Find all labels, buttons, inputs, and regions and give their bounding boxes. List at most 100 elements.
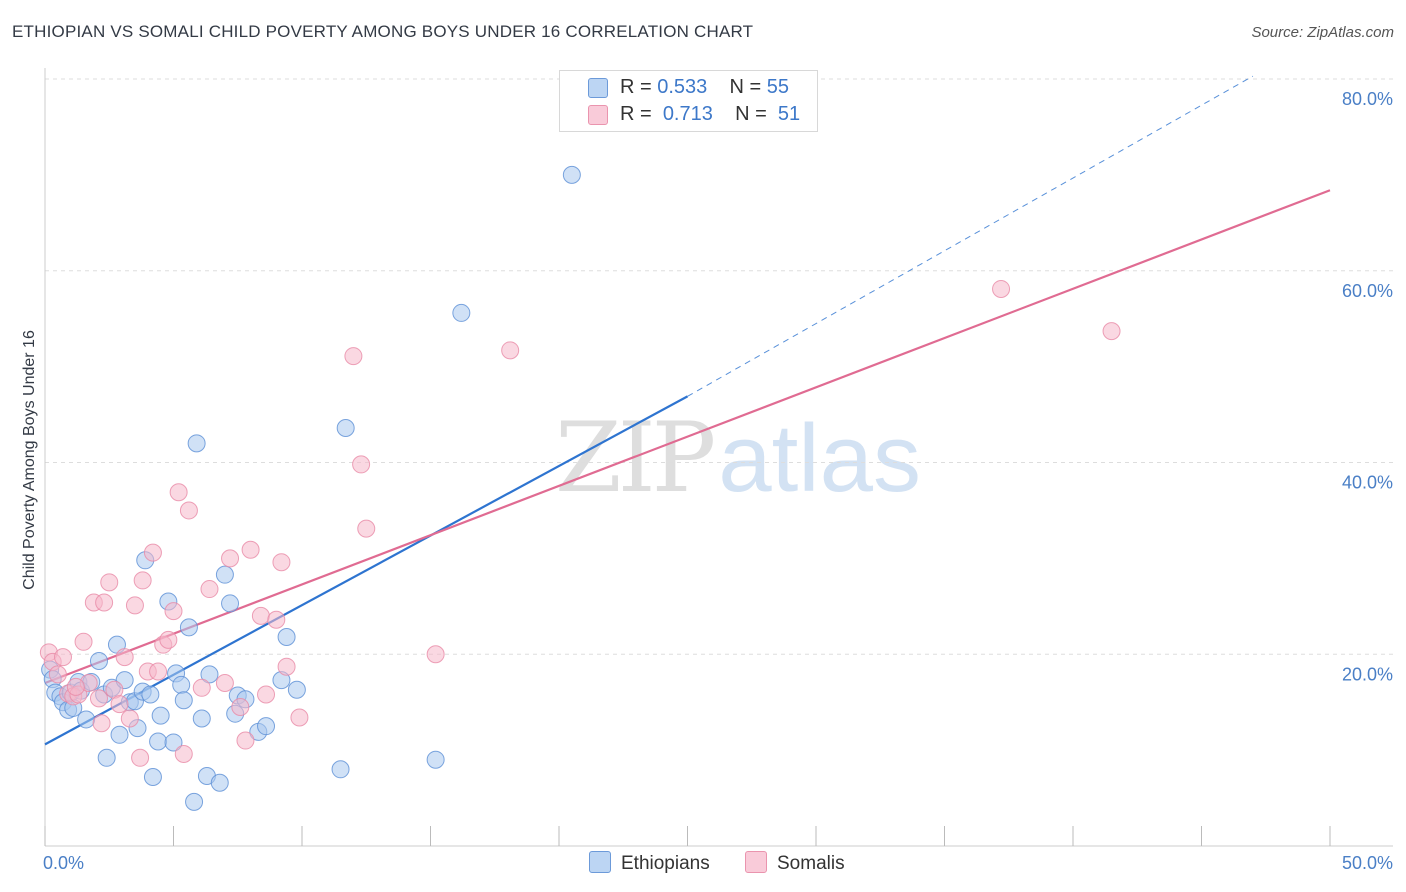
somalis-point <box>1102 322 1121 341</box>
n-label: N = <box>735 103 773 125</box>
ethiopians-point <box>210 773 229 792</box>
somalis-point <box>257 685 276 704</box>
somalis-point <box>231 697 250 716</box>
somalis-point <box>251 606 270 625</box>
somalis-point <box>149 662 168 681</box>
ethiopians-point <box>257 717 276 736</box>
somalis-point <box>215 674 234 693</box>
somalis-point <box>277 657 296 676</box>
somalis-point <box>164 602 183 621</box>
source-label: Source: ZipAtlas.com <box>1251 24 1394 41</box>
ethiopians-point <box>336 418 355 437</box>
somalis-legend-label: Somalis <box>777 853 845 874</box>
somalis-point <box>120 709 139 728</box>
somalis-point <box>992 279 1011 298</box>
tick-label-layer: 20.0% 40.0% 60.0% 80.0% 0.0% 50.0% <box>43 89 1393 873</box>
ethiopians-trend-extension <box>687 75 1254 397</box>
ethiopians-point <box>89 651 108 670</box>
ethiopians-point <box>110 725 129 744</box>
r-value-ethiopians: 0.533 <box>657 76 708 98</box>
ethiopians-point <box>187 434 206 453</box>
somalis-legend-swatch <box>745 851 767 873</box>
ethiopians-point <box>287 680 306 699</box>
somalis-point <box>169 483 188 502</box>
somalis-point <box>352 455 371 474</box>
y-tick-label: 20.0% <box>1342 664 1393 684</box>
ethiopians-point <box>151 706 170 725</box>
grid-layer <box>45 78 1393 655</box>
n-value-ethiopians: 55 <box>766 76 790 98</box>
somalis-point <box>133 571 152 590</box>
axis-layer <box>44 68 1393 847</box>
somalis-point <box>272 553 291 572</box>
ethiopians-point <box>452 303 471 322</box>
ethiopians-point <box>141 685 160 704</box>
ethiopians-point <box>331 760 350 779</box>
r-value-somalis: 0.713 <box>662 103 713 125</box>
somalis-point <box>115 648 134 667</box>
legend-row-somalis-text: R = 0.713 N = 51 <box>620 101 800 127</box>
somalis-point <box>174 744 193 763</box>
chart-title: ETHIOPIAN VS SOMALI CHILD POVERTY AMONG … <box>12 22 754 41</box>
legend-item-ethiopians: Ethiopians <box>589 851 710 875</box>
somalis-point <box>267 610 286 629</box>
somalis-point <box>290 708 309 727</box>
ethiopians-swatch <box>588 78 608 98</box>
ethiopians-point <box>192 709 211 728</box>
ethiopians-legend-swatch <box>589 851 611 873</box>
ethiopians-point <box>426 750 445 769</box>
somalis-point <box>357 519 376 538</box>
somalis-point <box>426 645 445 664</box>
somalis-point <box>125 596 144 615</box>
ethiopians-point <box>172 675 191 694</box>
somalis-point <box>53 648 72 667</box>
somalis-point <box>344 347 363 366</box>
y-tick-label: 80.0% <box>1342 89 1393 109</box>
r-label: R = <box>620 76 658 98</box>
ethiopians-point <box>77 710 96 729</box>
somalis-point <box>200 580 219 599</box>
somalis-point <box>159 630 178 649</box>
somalis-point <box>48 665 67 684</box>
ethiopians-point <box>277 627 296 646</box>
somalis-point <box>95 593 114 612</box>
somalis-point <box>92 714 111 733</box>
n-label: N = <box>729 76 767 98</box>
somalis-point <box>89 689 108 708</box>
points-layer <box>39 165 1121 811</box>
y-tick-label: 60.0% <box>1342 281 1393 301</box>
somalis-point <box>192 678 211 697</box>
watermark-atlas: atlas <box>718 405 921 512</box>
ethiopians-point <box>97 748 116 767</box>
somalis-trend-line <box>44 189 1331 685</box>
trend-layer <box>44 75 1331 746</box>
somalis-point <box>100 573 119 592</box>
r-label: R = <box>620 103 658 125</box>
somalis-point <box>241 540 260 559</box>
watermark: ZIPatlas <box>555 402 921 514</box>
somalis-point <box>501 341 520 360</box>
n-value-somalis: 51 <box>777 103 801 125</box>
somalis-point <box>131 748 150 767</box>
somalis-point <box>143 543 162 562</box>
ethiopians-point <box>221 594 240 613</box>
ethiopians-point <box>164 733 183 752</box>
legend-item-somalis: Somalis <box>745 851 845 875</box>
ethiopians-point <box>185 792 204 811</box>
ethiopians-point <box>562 165 581 184</box>
ethiopians-legend-label: Ethiopians <box>621 853 710 874</box>
somalis-point <box>221 549 240 568</box>
somalis-point <box>110 695 129 714</box>
ethiopians-point <box>179 618 198 637</box>
legend-row-ethiopians-text: R = 0.533 N = 55 <box>620 74 789 100</box>
somalis-point <box>66 677 85 696</box>
y-tick-label: 40.0% <box>1342 473 1393 493</box>
x-tick-label: 0.0% <box>43 853 84 873</box>
ethiopians-point <box>143 767 162 786</box>
ethiopians-point <box>174 691 193 710</box>
x-tick-label: 50.0% <box>1342 853 1393 873</box>
somalis-point <box>74 632 93 651</box>
ethiopians-point <box>200 665 219 684</box>
somalis-swatch <box>588 105 608 125</box>
